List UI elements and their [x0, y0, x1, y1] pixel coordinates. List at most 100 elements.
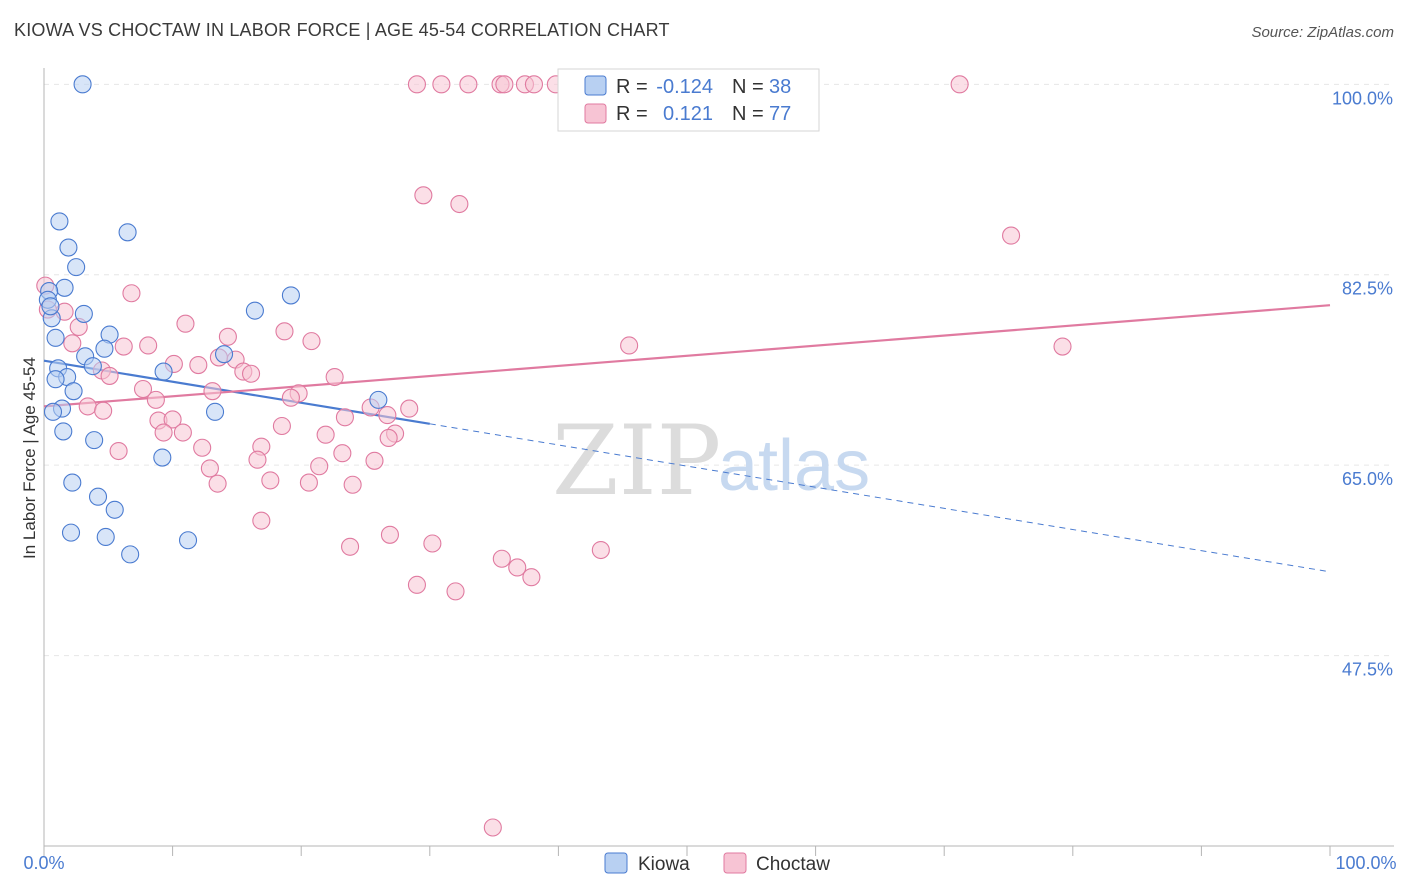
- choctaw-point[interactable]: [122, 284, 141, 303]
- choctaw-point[interactable]: [333, 444, 352, 463]
- choctaw-point[interactable]: [1002, 226, 1021, 245]
- kiowa-point[interactable]: [73, 75, 92, 94]
- choctaw-point[interactable]: [1053, 337, 1072, 356]
- choctaw-point[interactable]: [252, 511, 271, 530]
- choctaw-point[interactable]: [379, 428, 398, 448]
- choctaw-point[interactable]: [446, 582, 465, 601]
- kiowa-point[interactable]: [85, 431, 104, 450]
- kiowa-point[interactable]: [64, 382, 83, 401]
- choctaw-point[interactable]: [163, 410, 182, 429]
- choctaw-point[interactable]: [299, 473, 318, 492]
- kiowa-point[interactable]: [369, 390, 388, 409]
- kiowa-point[interactable]: [121, 545, 140, 564]
- choctaw-point[interactable]: [620, 336, 639, 355]
- watermark: ZIP atlas: [552, 405, 870, 517]
- choctaw-point[interactable]: [78, 397, 97, 416]
- kiowa-point[interactable]: [245, 301, 264, 320]
- choctaw-point[interactable]: [139, 336, 158, 355]
- kiowa-point[interactable]: [46, 370, 65, 389]
- choctaw-point[interactable]: [302, 332, 321, 351]
- kiowa-point[interactable]: [95, 339, 114, 358]
- kiowa-legend-swatch: [584, 75, 607, 96]
- choctaw-point[interactable]: [524, 75, 544, 94]
- choctaw-point[interactable]: [495, 75, 514, 94]
- choctaw-point[interactable]: [423, 534, 442, 553]
- choctaw-point[interactable]: [365, 451, 384, 470]
- choctaw-point[interactable]: [154, 423, 173, 442]
- choctaw-point[interactable]: [407, 575, 426, 594]
- choctaw-point[interactable]: [272, 416, 291, 436]
- kiowa-point[interactable]: [88, 487, 108, 506]
- kiowa-point[interactable]: [154, 362, 173, 381]
- choctaw-point[interactable]: [310, 457, 329, 476]
- kiowa-point[interactable]: [50, 212, 69, 231]
- kiowa-point[interactable]: [41, 297, 60, 316]
- choctaw-point[interactable]: [316, 425, 335, 444]
- choctaw-point[interactable]: [173, 423, 192, 442]
- kiowa-point[interactable]: [105, 500, 124, 519]
- choctaw-point[interactable]: [380, 525, 399, 544]
- choctaw-point[interactable]: [133, 379, 153, 399]
- kiowa-point[interactable]: [74, 304, 93, 323]
- kiowa-point[interactable]: [55, 278, 74, 297]
- kiowa-point[interactable]: [59, 238, 78, 257]
- choctaw-point[interactable]: [459, 75, 478, 94]
- kiowa-trend-extension: [429, 423, 1331, 573]
- choctaw-point[interactable]: [100, 366, 119, 385]
- kiowa-point[interactable]: [214, 345, 234, 364]
- choctaw-point[interactable]: [414, 186, 433, 205]
- kiowa-point[interactable]: [83, 357, 102, 376]
- choctaw-point[interactable]: [63, 334, 82, 353]
- chart-title: KIOWA VS CHOCTAW IN LABOR FORCE | AGE 45…: [14, 20, 670, 40]
- choctaw-point[interactable]: [378, 406, 397, 425]
- kiowa-point[interactable]: [43, 402, 63, 421]
- choctaw-point[interactable]: [261, 471, 280, 490]
- kiowa-point[interactable]: [118, 223, 137, 242]
- choctaw-point[interactable]: [483, 818, 502, 837]
- choctaw-point[interactable]: [432, 75, 451, 94]
- bottom-legend-choctaw-swatch: [723, 852, 747, 874]
- choctaw-point[interactable]: [248, 450, 267, 469]
- x-ticks: [43, 846, 1331, 856]
- choctaw-point[interactable]: [522, 568, 541, 587]
- choctaw-point[interactable]: [189, 356, 208, 375]
- choctaw-point[interactable]: [950, 75, 969, 94]
- y-tick-label: 100.0%: [1332, 88, 1393, 108]
- kiowa-r-label: R =: [616, 76, 648, 98]
- choctaw-point[interactable]: [241, 364, 261, 383]
- choctaw-point[interactable]: [193, 438, 212, 457]
- kiowa-point[interactable]: [281, 286, 300, 305]
- choctaw-point[interactable]: [407, 75, 426, 94]
- kiowa-point[interactable]: [54, 422, 73, 441]
- choctaw-point[interactable]: [203, 382, 222, 401]
- choctaw-point[interactable]: [492, 549, 511, 568]
- kiowa-point[interactable]: [46, 328, 65, 347]
- choctaw-point[interactable]: [341, 537, 360, 556]
- kiowa-point[interactable]: [67, 258, 86, 277]
- choctaw-point[interactable]: [591, 540, 610, 560]
- choctaw-point[interactable]: [281, 388, 300, 407]
- choctaw-point[interactable]: [114, 337, 133, 356]
- choctaw-point[interactable]: [176, 314, 195, 333]
- choctaw-point[interactable]: [508, 558, 527, 577]
- choctaw-point[interactable]: [218, 327, 237, 346]
- kiowa-point[interactable]: [63, 473, 82, 492]
- choctaw-point[interactable]: [146, 390, 165, 409]
- kiowa-point[interactable]: [61, 523, 81, 542]
- choctaw-point[interactable]: [94, 401, 113, 420]
- kiowa-point[interactable]: [205, 402, 225, 421]
- choctaw-point[interactable]: [400, 399, 419, 418]
- choctaw-point[interactable]: [335, 408, 354, 427]
- kiowa-point[interactable]: [153, 448, 172, 467]
- choctaw-point[interactable]: [275, 322, 294, 341]
- kiowa-point[interactable]: [96, 527, 115, 547]
- source-label: Source: ZipAtlas.com: [1251, 24, 1394, 41]
- choctaw-point[interactable]: [200, 459, 219, 478]
- x-tick-label-min: 0.0%: [23, 853, 64, 873]
- choctaw-point[interactable]: [109, 441, 128, 461]
- choctaw-point[interactable]: [208, 474, 227, 493]
- choctaw-point[interactable]: [343, 475, 362, 494]
- kiowa-point[interactable]: [178, 531, 198, 550]
- choctaw-point[interactable]: [325, 367, 344, 387]
- choctaw-point[interactable]: [450, 194, 469, 214]
